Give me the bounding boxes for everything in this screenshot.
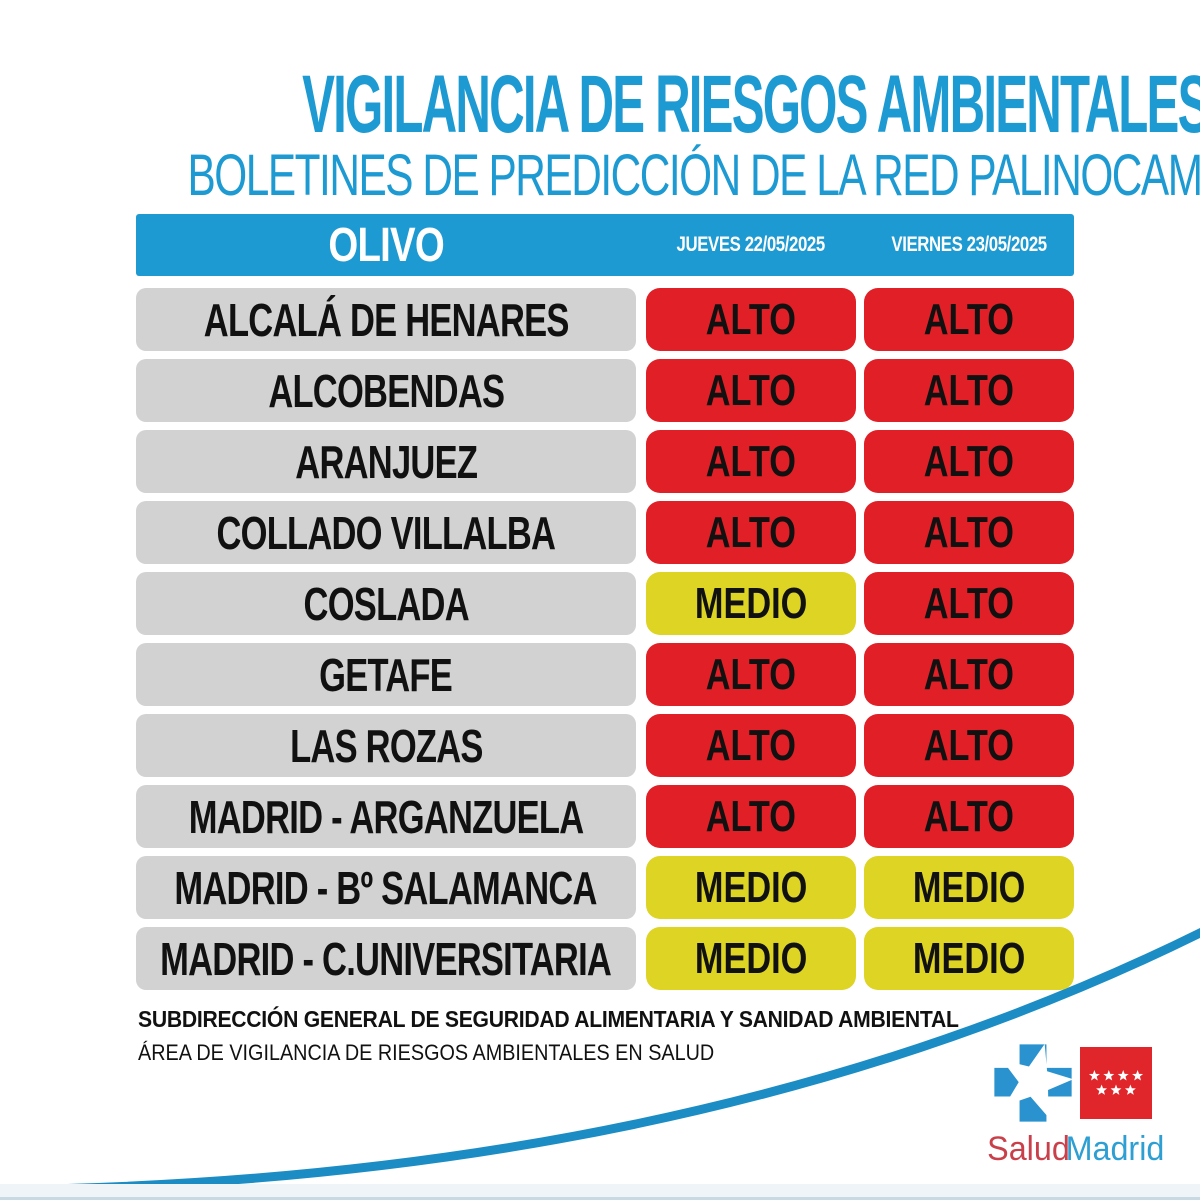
footer-line-1: SUBDIRECCIÓN GENERAL DE SEGURIDAD ALIMEN… [138, 1006, 959, 1032]
column-header-day-1: JUEVES 22/05/2025 [676, 233, 826, 256]
wordmark-salud: Salud [987, 1130, 1070, 1168]
madrid-flag-seven-stars-icon [1079, 1047, 1152, 1119]
location-pill: MADRID - ARGANZUELA [136, 785, 636, 848]
location-pill: GETAFE [136, 643, 636, 706]
location-pill: COLLADO VILLALBA [136, 501, 636, 564]
level-badge: ALTO [646, 430, 856, 493]
table-row: COLLADO VILLALBA ALTO ALTO [136, 501, 1074, 564]
level-badge: ALTO [864, 288, 1074, 351]
location-pill: ALCOBENDAS [136, 359, 636, 422]
page-title: VIGILANCIA DE RIESGOS AMBIENTALES [302, 59, 1200, 150]
table-rows: ALCALÁ DE HENARES ALTO ALTO ALCOBENDAS A… [136, 288, 1074, 990]
level-badge: ALTO [646, 785, 856, 848]
level-badge: ALTO [646, 714, 856, 777]
location-pill: MADRID - C.UNIVERSITARIA [136, 927, 636, 990]
level-badge: ALTO [864, 430, 1074, 493]
table-row: MADRID - ARGANZUELA ALTO ALTO [136, 785, 1074, 848]
column-header-product: OLIVO [328, 218, 444, 272]
saludmadrid-cross-star-icon [993, 1044, 1073, 1122]
location-pill: ARANJUEZ [136, 430, 636, 493]
level-badge: ALTO [646, 501, 856, 564]
table-row: COSLADA MEDIO ALTO [136, 572, 1074, 635]
level-badge: ALTO [864, 785, 1074, 848]
level-badge: ALTO [864, 714, 1074, 777]
level-badge: ALTO [646, 359, 856, 422]
location-pill: COSLADA [136, 572, 636, 635]
saludmadrid-logo: SaludMadrid [985, 1040, 1164, 1169]
table-row: MADRID - C.UNIVERSITARIA MEDIO MEDIO [136, 927, 1074, 990]
page-subtitle: BOLETINES DE PREDICCIÓN DE LA RED PALINO… [187, 143, 1200, 208]
footer-credits: SUBDIRECCIÓN GENERAL DE SEGURIDAD ALIMEN… [138, 1006, 1050, 1066]
level-badge: ALTO [646, 288, 856, 351]
level-badge: ALTO [864, 359, 1074, 422]
bottom-band-divider [0, 1184, 1200, 1200]
level-badge: MEDIO [864, 856, 1074, 919]
location-pill: LAS ROZAS [136, 714, 636, 777]
level-badge: MEDIO [646, 572, 856, 635]
table-row: LAS ROZAS ALTO ALTO [136, 714, 1074, 777]
table-row: MADRID - Bº SALAMANCA MEDIO MEDIO [136, 856, 1074, 919]
level-badge: MEDIO [864, 927, 1074, 990]
table-row: ALCALÁ DE HENARES ALTO ALTO [136, 288, 1074, 351]
saludmadrid-wordmark: SaludMadrid [985, 1130, 1164, 1169]
level-badge: ALTO [864, 643, 1074, 706]
column-header-day-2: VIERNES 23/05/2025 [891, 233, 1047, 256]
level-badge: ALTO [864, 501, 1074, 564]
location-pill: ALCALÁ DE HENARES [136, 288, 636, 351]
level-badge: MEDIO [646, 856, 856, 919]
level-badge: ALTO [864, 572, 1074, 635]
footer-line-2: ÁREA DE VIGILANCIA DE RIESGOS AMBIENTALE… [138, 1040, 715, 1065]
table-header: OLIVO JUEVES 22/05/2025 VIERNES 23/05/20… [136, 214, 1074, 276]
prediction-table: OLIVO JUEVES 22/05/2025 VIERNES 23/05/20… [136, 214, 1074, 998]
table-row: ARANJUEZ ALTO ALTO [136, 430, 1074, 493]
level-badge: MEDIO [646, 927, 856, 990]
table-row: ALCOBENDAS ALTO ALTO [136, 359, 1074, 422]
level-badge: ALTO [646, 643, 856, 706]
location-pill: MADRID - Bº SALAMANCA [136, 856, 636, 919]
table-row: GETAFE ALTO ALTO [136, 643, 1074, 706]
wordmark-madrid: Madrid [1065, 1130, 1165, 1168]
